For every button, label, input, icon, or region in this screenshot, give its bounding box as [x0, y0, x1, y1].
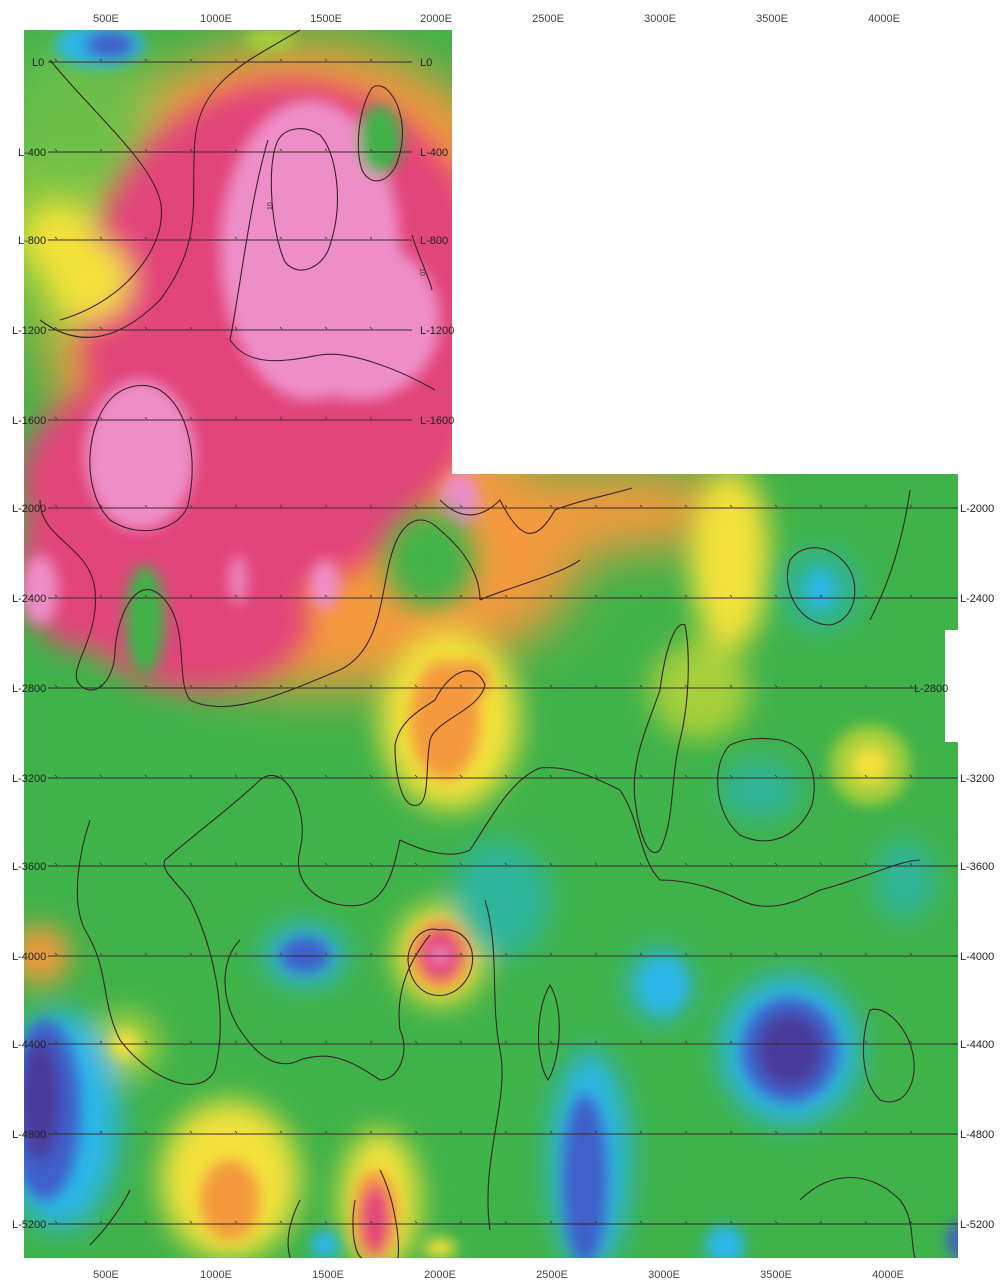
line-label-right: L-400: [420, 147, 448, 159]
top-axis-label: 2500E: [532, 13, 564, 25]
line-label-right: L0: [420, 57, 432, 69]
line-label-left: L-4000: [12, 951, 46, 963]
line-label-left: L-1600: [12, 415, 46, 427]
bottom-axis-label: 1500E: [312, 1269, 344, 1281]
line-label-right: L-5200: [960, 1219, 994, 1231]
line-label-right: L-4000: [960, 951, 994, 963]
line-label-right: L-2000: [960, 503, 994, 515]
line-label-left: L-800: [18, 235, 46, 247]
bottom-axis-label: 3500E: [760, 1269, 792, 1281]
top-axis-label: 3000E: [644, 13, 676, 25]
bottom-axis: 500E 1000E 1500E 2000E 2500E 3000E 3500E…: [93, 1269, 904, 1281]
line-label-left: L-3200: [12, 773, 46, 785]
bottom-axis-label: 2500E: [536, 1269, 568, 1281]
top-axis-label: 2000E: [420, 13, 452, 25]
bottom-axis-label: 500E: [93, 1269, 119, 1281]
line-label-left: L-5200: [12, 1219, 46, 1231]
top-axis-label: 500E: [93, 13, 119, 25]
top-axis-label: 4000E: [868, 13, 900, 25]
line-label-right: L-4400: [960, 1039, 994, 1051]
line-label-left: L-1200: [12, 325, 46, 337]
bottom-axis-label: 1000E: [200, 1269, 232, 1281]
line-label-right: L-3200: [960, 773, 994, 785]
bottom-axis-label: 2000E: [424, 1269, 456, 1281]
line-label-left: L-400: [18, 147, 46, 159]
top-axis-label: 1500E: [310, 13, 342, 25]
top-axis: 500E 1000E 1500E 2000E 2500E 3000E 3500E…: [93, 13, 900, 25]
line-label-right: L-800: [420, 235, 448, 247]
bottom-axis-label: 4000E: [872, 1269, 904, 1281]
line-label-right: L-2400: [960, 593, 994, 605]
line-label-left: L-2000: [12, 503, 46, 515]
line-label-left: L0: [32, 57, 44, 69]
line-label-left: L-2400: [12, 593, 46, 605]
top-axis-label: 1000E: [200, 13, 232, 25]
line-label-right: L-2800: [914, 683, 948, 695]
contour-value-label: 10: [418, 268, 425, 276]
line-label-right: L-1600: [420, 415, 454, 427]
line-label-left: L-4800: [12, 1129, 46, 1141]
line-label-left: L-2800: [12, 683, 46, 695]
line-label-left: L-4400: [12, 1039, 46, 1051]
line-label-right: L-4800: [960, 1129, 994, 1141]
top-axis-label: 3500E: [756, 13, 788, 25]
line-label-right: L-3600: [960, 861, 994, 873]
line-label-right: L-1200: [420, 325, 454, 337]
bottom-axis-label: 3000E: [648, 1269, 680, 1281]
contour-value-label: 10: [267, 202, 274, 210]
line-label-left: L-3600: [12, 861, 46, 873]
